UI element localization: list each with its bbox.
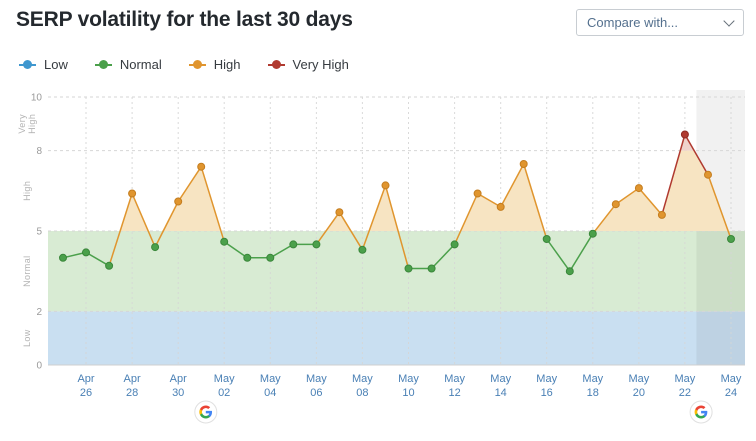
data-point — [82, 248, 90, 257]
svg-text:12: 12 — [448, 387, 460, 399]
data-point — [634, 184, 643, 193]
svg-text:May: May — [444, 373, 465, 385]
svg-text:10: 10 — [31, 93, 43, 104]
svg-text:Low: Low — [22, 329, 32, 347]
legend-item-low: Low — [19, 57, 68, 72]
data-point — [427, 264, 436, 273]
legend-marker-icon — [188, 60, 206, 69]
data-point — [174, 197, 183, 206]
legend-item-normal: Normal — [94, 57, 162, 72]
data-point — [381, 181, 390, 190]
svg-text:16: 16 — [541, 387, 553, 399]
data-point — [105, 261, 114, 270]
svg-text:May: May — [582, 373, 603, 385]
x-axis-labels: Apr 26 Apr 28 Apr 30 May 02 May 04 May 06 May 08 May 10… — [77, 373, 741, 399]
data-point — [519, 160, 528, 168]
svg-text:08: 08 — [356, 387, 368, 399]
svg-text:14: 14 — [495, 387, 507, 399]
data-point — [473, 189, 482, 198]
chart-zone-bands — [48, 231, 745, 365]
svg-text:22: 22 — [679, 387, 691, 399]
legend-item-label: Normal — [119, 57, 162, 72]
data-point — [335, 208, 344, 217]
data-point — [450, 240, 459, 249]
svg-text:High: High — [27, 114, 37, 134]
svg-text:May: May — [536, 373, 557, 385]
google-update-icon[interactable] — [689, 400, 713, 424]
legend-item-label: High — [213, 57, 241, 72]
svg-text:30: 30 — [172, 387, 184, 399]
compare-with-label: Compare with... — [587, 15, 679, 30]
svg-text:10: 10 — [402, 387, 414, 399]
svg-text:Apr: Apr — [170, 373, 187, 385]
page-title: SERP volatility for the last 30 days — [16, 8, 353, 31]
svg-text:20: 20 — [633, 387, 645, 399]
legend-item-label: Low — [44, 57, 68, 72]
legend-marker-icon — [19, 60, 36, 69]
legend: Low Normal High Very High — [19, 57, 349, 72]
legend-marker-icon — [267, 60, 285, 69]
data-point — [588, 229, 597, 238]
svg-text:02: 02 — [218, 387, 230, 399]
legend-item-high: High — [188, 57, 241, 72]
svg-text:High: High — [22, 181, 32, 201]
data-point — [704, 170, 712, 179]
data-point — [243, 253, 252, 262]
svg-text:May: May — [214, 373, 235, 385]
svg-text:May: May — [306, 373, 327, 385]
compare-with-dropdown[interactable]: Compare with... — [576, 9, 744, 36]
chart-points[interactable] — [59, 130, 735, 276]
svg-text:18: 18 — [587, 387, 599, 399]
data-point — [197, 162, 206, 171]
svg-text:Very: Very — [17, 114, 27, 134]
svg-text:2: 2 — [36, 307, 42, 318]
data-point — [680, 130, 689, 139]
data-point — [151, 243, 160, 252]
data-point — [358, 245, 367, 254]
svg-text:Apr: Apr — [124, 373, 141, 385]
svg-text:May: May — [398, 373, 419, 385]
svg-text:04: 04 — [264, 387, 276, 399]
data-point — [542, 235, 551, 243]
data-point — [657, 210, 666, 219]
google-update-icon[interactable] — [194, 400, 218, 424]
data-point — [220, 237, 229, 246]
data-point — [727, 235, 735, 243]
svg-text:06: 06 — [310, 387, 322, 399]
svg-text:28: 28 — [126, 387, 138, 399]
data-point — [565, 267, 574, 276]
legend-item-label: Very High — [292, 57, 349, 72]
data-point — [312, 240, 321, 249]
svg-text:May: May — [721, 373, 742, 385]
data-point — [611, 200, 620, 209]
data-point — [404, 264, 413, 273]
svg-text:May: May — [260, 373, 281, 385]
data-point — [59, 253, 67, 262]
svg-text:Normal: Normal — [22, 255, 32, 286]
data-point — [128, 189, 137, 198]
data-point — [266, 253, 275, 262]
svg-text:May: May — [352, 373, 373, 385]
legend-item-very-high: Very High — [267, 57, 349, 72]
widget-header: SERP volatility for the last 30 days Com… — [16, 8, 744, 36]
svg-text:8: 8 — [36, 146, 42, 157]
data-point — [496, 202, 505, 211]
chevron-down-icon — [723, 14, 735, 27]
svg-text:May: May — [490, 373, 511, 385]
svg-text:May: May — [675, 373, 696, 385]
legend-marker-icon — [94, 60, 112, 69]
volatility-chart[interactable]: 0 2 5 8 10 Low Normal High Very High Apr 26 Apr 28 Apr… — [0, 85, 756, 436]
svg-text:5: 5 — [36, 227, 42, 238]
area-fill-high — [120, 150, 729, 231]
y-axis-labels: 0 2 5 8 10 — [31, 93, 43, 372]
data-point — [289, 240, 298, 249]
svg-text:24: 24 — [725, 387, 737, 399]
svg-text:May: May — [629, 373, 650, 385]
svg-text:26: 26 — [80, 387, 92, 399]
svg-text:Apr: Apr — [77, 373, 94, 385]
svg-text:0: 0 — [36, 361, 42, 372]
